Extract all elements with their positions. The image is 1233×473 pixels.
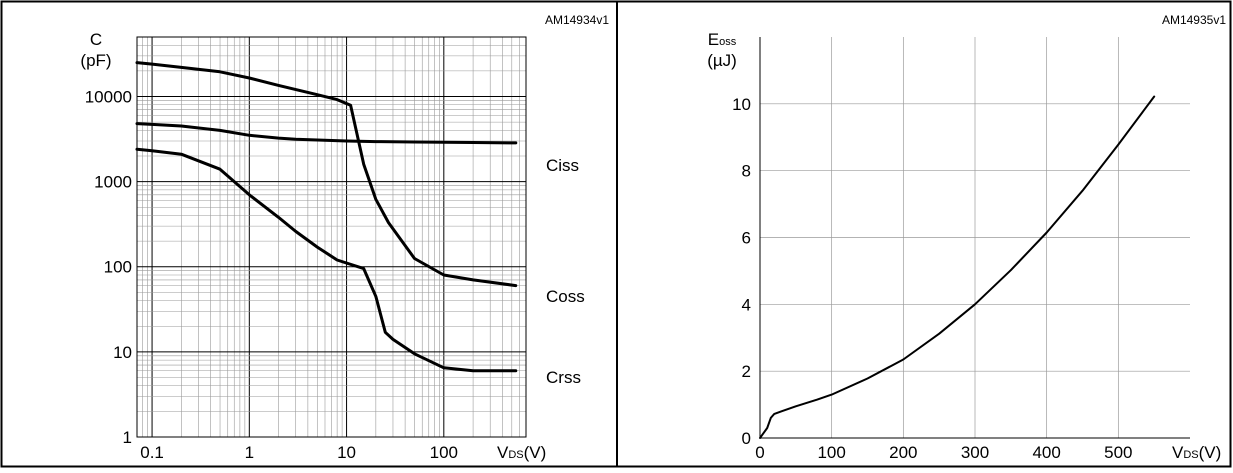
capacitance-y-label: C bbox=[90, 30, 102, 49]
y-tick-label: 10 bbox=[113, 343, 132, 362]
y-tick-label: 10 bbox=[732, 95, 751, 114]
x-tick-label: 100 bbox=[430, 443, 458, 462]
x-tick-label: 0.1 bbox=[140, 443, 164, 462]
y-tick-label: 1000 bbox=[94, 173, 132, 192]
x-tick-label: 100 bbox=[817, 443, 845, 462]
y-tick-label: 4 bbox=[742, 295, 751, 314]
energy-x-label-sub: DS bbox=[1183, 449, 1198, 461]
capacitance-x-label-main: V bbox=[497, 443, 509, 462]
capacitance-tick-labels: 0.1 1 10 100 1 10 100 1000 10000 bbox=[85, 87, 458, 462]
capacitance-x-label-sub: DS bbox=[508, 449, 523, 461]
x-tick-label: 300 bbox=[961, 443, 989, 462]
series-line-coss bbox=[135, 61, 518, 288]
energy-chart: 0 100 200 300 400 500 0 2 4 6 8 10 AM14935v1 Eoss (… bbox=[707, 13, 1226, 462]
x-tick-label: 500 bbox=[1104, 443, 1132, 462]
energy-y-label-sub: oss bbox=[719, 36, 737, 48]
series-line-eoss bbox=[759, 95, 1156, 439]
energy-series bbox=[759, 95, 1156, 439]
series-line-ciss bbox=[135, 122, 518, 145]
capacitance-chart-code: AM14934v1 bbox=[545, 13, 609, 27]
y-tick-label: 8 bbox=[742, 162, 751, 181]
energy-x-label-unit: (V) bbox=[1199, 443, 1222, 462]
energy-chart-code: AM14935v1 bbox=[1162, 13, 1226, 27]
y-tick-label: 1 bbox=[123, 428, 132, 447]
series-label-crss: Crss bbox=[546, 368, 581, 387]
x-tick-label: 200 bbox=[889, 443, 917, 462]
capacitance-chart: 0.1 1 10 100 1 10 100 1000 10000 AM14934v1 C (pF… bbox=[80, 13, 609, 462]
energy-tick-labels: 0 100 200 300 400 500 0 2 4 6 8 10 bbox=[732, 95, 1132, 462]
capacitance-y-unit: (pF) bbox=[80, 51, 111, 70]
x-tick-label: 1 bbox=[245, 443, 254, 462]
y-tick-label: 100 bbox=[104, 258, 132, 277]
capacitance-x-label: VDS(V) bbox=[497, 443, 546, 462]
series-line-crss bbox=[135, 147, 518, 373]
energy-grid bbox=[760, 37, 1190, 438]
x-tick-label: 10 bbox=[337, 443, 356, 462]
series-label-ciss: Ciss bbox=[546, 156, 579, 175]
y-tick-label: 0 bbox=[742, 429, 751, 448]
y-tick-label: 2 bbox=[742, 362, 751, 381]
capacitance-plot-border bbox=[136, 36, 527, 438]
capacitance-x-label-unit: (V) bbox=[524, 443, 547, 462]
energy-y-unit: (µJ) bbox=[707, 51, 737, 70]
energy-y-label: Eoss bbox=[708, 30, 737, 49]
energy-x-label-main: V bbox=[1172, 443, 1184, 462]
series-label-coss: Coss bbox=[546, 287, 585, 306]
y-tick-label: 6 bbox=[742, 229, 751, 248]
energy-y-label-main: E bbox=[708, 30, 719, 49]
y-tick-label: 10000 bbox=[85, 87, 132, 106]
capacitance-series bbox=[135, 61, 518, 373]
energy-x-label: VDS(V) bbox=[1172, 443, 1221, 462]
x-tick-label: 400 bbox=[1032, 443, 1060, 462]
x-tick-label: 0 bbox=[755, 443, 764, 462]
